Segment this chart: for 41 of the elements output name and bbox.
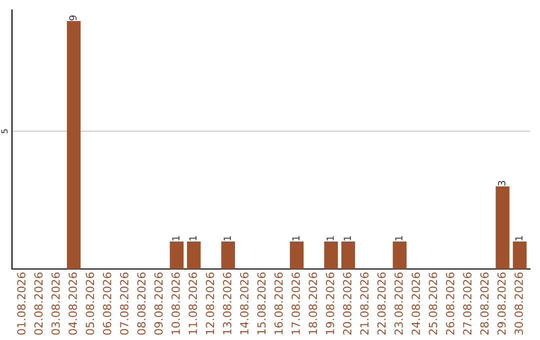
data-label: 1	[224, 236, 231, 240]
x-tick-label: 02.08.2026	[34, 272, 43, 335]
x-tick-label: 27.08.2026	[463, 272, 472, 335]
data-label: 1	[172, 236, 180, 240]
data-label: 1	[189, 236, 196, 240]
x-tick-label: 17.08.2026	[292, 272, 300, 334]
data-label: 1	[344, 236, 351, 240]
x-tick-label: 11.08.2026	[188, 272, 198, 334]
data-label: 9	[69, 16, 77, 20]
x-tick-label: 24.08.2026	[412, 272, 420, 335]
x-tick-label: 10.08.2026	[171, 272, 180, 334]
x-tick-label: 01.08.2026	[17, 272, 26, 335]
x-tick-label: 19.08.2026	[326, 272, 334, 334]
x-tick-label: 16.08.2026	[274, 272, 283, 334]
x-tick-label: 03.08.2026	[51, 272, 60, 335]
data-label: 1	[326, 236, 334, 240]
x-tick-label: 18.08.2026	[308, 272, 318, 334]
x-tick-label: 05.08.2026	[86, 272, 94, 335]
data-label: 1	[395, 236, 402, 240]
data-label: 3	[498, 180, 506, 186]
x-tick-label: 21.08.2026	[360, 272, 369, 335]
x-tick-label: 14.08.2026	[240, 272, 248, 334]
x-tick-label: 30.08.2026	[514, 272, 523, 335]
y-tick-label: 5	[1, 129, 8, 134]
x-tick-label: 04.08.2026	[68, 272, 77, 335]
x-tick-label: 20.08.2026	[343, 272, 352, 335]
x-tick-label: 12.08.2026	[206, 272, 214, 334]
x-tick-label: 09.08.2026	[154, 272, 163, 335]
x-tick-label: 29.08.2026	[497, 272, 506, 335]
data-label: 1	[515, 236, 522, 240]
x-tick-label: 06.08.2026	[102, 272, 112, 335]
x-tick-label: 25.08.2026	[428, 272, 438, 335]
x-tick-label: 13.08.2026	[222, 272, 232, 334]
x-tick-label: 15.08.2026	[257, 272, 266, 334]
x-tick-label: 22.08.2026	[377, 272, 386, 335]
x-tick-label: 07.08.2026	[120, 272, 128, 335]
x-tick-label: 28.08.2026	[480, 272, 489, 335]
x-tick-label: 08.08.2026	[137, 272, 146, 335]
data-label: 1	[292, 236, 300, 240]
x-tick-label: 26.08.2026	[446, 272, 454, 335]
x-tick-label: 23.08.2026	[394, 272, 403, 335]
